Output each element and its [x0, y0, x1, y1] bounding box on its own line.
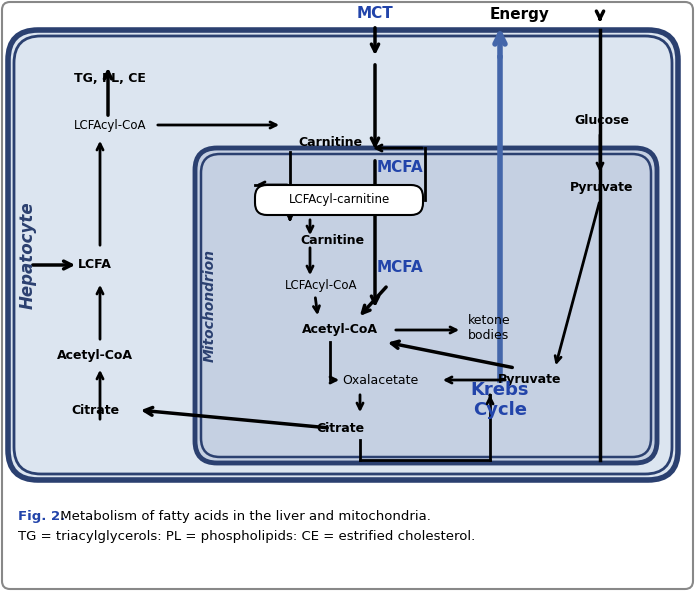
Text: TG = triacylglycerols: PL = phospholipids: CE = estrified cholesterol.: TG = triacylglycerols: PL = phospholipid… [18, 530, 475, 543]
Text: Acetyl-CoA: Acetyl-CoA [57, 349, 133, 362]
Text: Fig. 2.: Fig. 2. [18, 510, 65, 523]
Text: MCFA: MCFA [377, 260, 423, 275]
Text: Metabolism of fatty acids in the liver and mitochondria.: Metabolism of fatty acids in the liver a… [56, 510, 431, 523]
FancyBboxPatch shape [8, 30, 678, 480]
Text: Carnitine: Carnitine [298, 136, 362, 149]
Text: Glucose: Glucose [574, 114, 629, 127]
Text: Oxalacetate: Oxalacetate [342, 374, 418, 387]
Text: LCFA: LCFA [78, 259, 112, 272]
FancyBboxPatch shape [195, 148, 657, 463]
Text: MCFA: MCFA [377, 160, 423, 175]
Text: Acetyl-CoA: Acetyl-CoA [302, 323, 378, 336]
Text: Carnitine: Carnitine [300, 233, 364, 246]
Text: Mitochondrion: Mitochondrion [203, 249, 217, 362]
Text: Pyruvate: Pyruvate [570, 182, 634, 195]
Text: Pyruvate: Pyruvate [498, 374, 562, 387]
Text: MCT: MCT [356, 7, 393, 21]
Text: TG, PL, CE: TG, PL, CE [74, 72, 146, 85]
Text: Hepatocyte: Hepatocyte [19, 201, 37, 309]
Text: LCFAcyl-CoA: LCFAcyl-CoA [74, 118, 146, 131]
Text: LCFAcyl-carnitine: LCFAcyl-carnitine [288, 194, 390, 207]
Text: LCFAcyl-CoA: LCFAcyl-CoA [285, 278, 358, 291]
Text: Energy: Energy [490, 7, 550, 21]
Text: Citrate: Citrate [316, 422, 364, 435]
Text: Krebs
Cycle: Krebs Cycle [470, 381, 529, 419]
Text: ketone
bodies: ketone bodies [468, 314, 511, 342]
Text: Citrate: Citrate [71, 404, 119, 417]
FancyBboxPatch shape [255, 185, 423, 215]
